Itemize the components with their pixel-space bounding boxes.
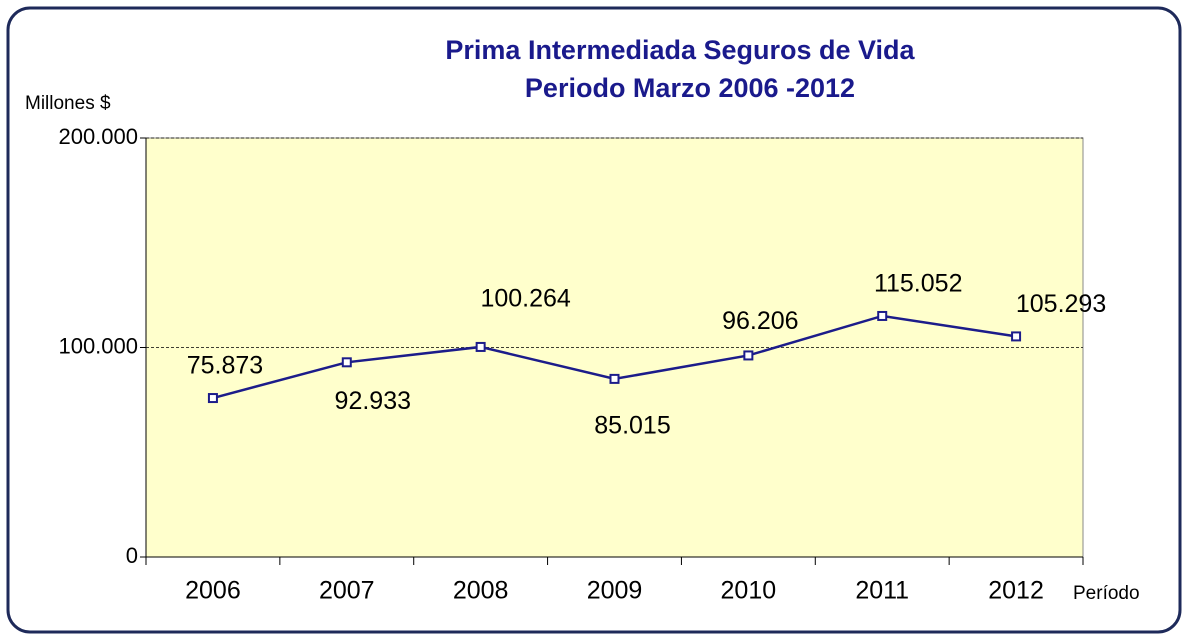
x-tick-label: 2006 <box>185 577 241 605</box>
y-tick-label: 200.000 <box>58 124 138 149</box>
data-point <box>1011 331 1022 342</box>
data-point <box>341 357 352 368</box>
data-label: 92.933 <box>335 387 411 415</box>
data-label: 105.293 <box>1016 290 1106 318</box>
chart-subtitle: Periodo Marzo 2006 -2012 <box>525 73 855 103</box>
x-tick-label: 2008 <box>453 577 509 605</box>
data-point <box>743 350 754 361</box>
data-label: 85.015 <box>594 412 670 440</box>
data-point <box>877 310 888 321</box>
data-point <box>475 341 486 352</box>
data-point <box>207 393 218 404</box>
chart-title: Prima Intermediada Seguros de Vida <box>445 35 915 65</box>
data-label: 75.873 <box>187 352 263 380</box>
y-axis-label: Millones $ <box>25 93 111 114</box>
y-tick-label: 0 <box>126 543 138 568</box>
x-axis-label: Período <box>1073 583 1140 604</box>
data-label: 100.264 <box>480 285 570 313</box>
x-tick-label: 2011 <box>855 577 909 605</box>
data-label: 115.052 <box>874 270 963 298</box>
x-tick-label: 2012 <box>988 577 1044 605</box>
x-tick-label: 2007 <box>319 577 375 605</box>
y-tick-label: 100.000 <box>58 333 138 358</box>
x-tick-label: 2010 <box>721 577 777 605</box>
data-label: 96.206 <box>722 307 798 335</box>
x-tick-label: 2009 <box>587 577 643 605</box>
data-point <box>609 373 620 384</box>
